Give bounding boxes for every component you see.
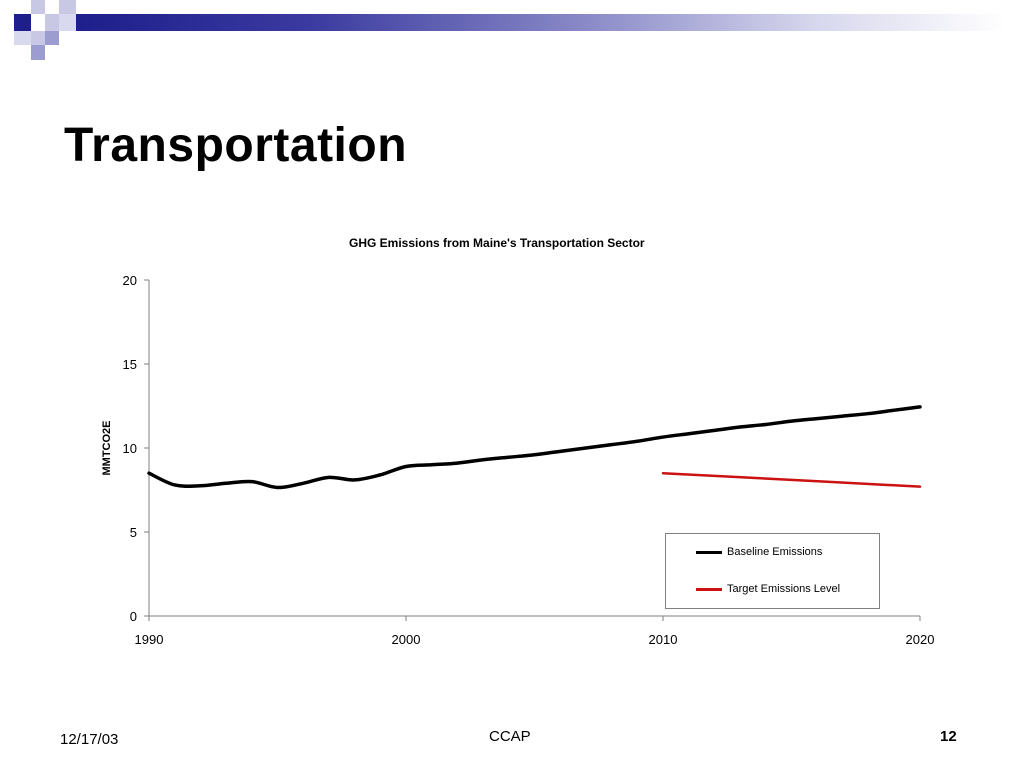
footer-date: 12/17/03: [60, 731, 119, 748]
deco-square: [31, 31, 45, 45]
legend-label-target: Target Emissions Level: [727, 583, 841, 595]
chart-title: GHG Emissions from Maine's Transportatio…: [349, 236, 645, 250]
x-tick-label: 2000: [392, 632, 421, 647]
chart-legend: Baseline Emissions Target Emissions Leve…: [665, 533, 880, 609]
y-tick-label: 10: [123, 441, 137, 456]
legend-swatch-target: [696, 587, 722, 591]
deco-square: [59, 14, 76, 31]
deco-square: [31, 45, 45, 60]
line-chart: 0 5 10 15 20 1990 2000 2010 2020 MMTCO2E: [101, 273, 934, 647]
legend-item-target: Target Emissions Level: [696, 583, 840, 595]
deco-square: [59, 0, 76, 14]
series-line-target: [661, 471, 922, 488]
y-axis-label: MMTCO2E: [101, 421, 113, 476]
chart-series: [147, 405, 922, 490]
title-gradient-bar: [76, 14, 1006, 31]
legend-swatch-baseline: [696, 550, 722, 554]
deco-square: [45, 14, 59, 31]
legend-label-baseline: Baseline Emissions: [727, 546, 823, 558]
deco-square: [14, 31, 31, 45]
header-decoration: [0, 0, 1024, 70]
slide-title: Transportation: [64, 119, 408, 172]
deco-square: [14, 14, 31, 31]
series-line-baseline: [147, 405, 922, 490]
y-tick-label: 15: [123, 357, 137, 372]
deco-square: [31, 0, 45, 14]
footer-org: CCAP: [489, 728, 531, 745]
y-tick-label: 0: [130, 609, 137, 624]
y-tick-label: 20: [123, 273, 137, 288]
deco-square: [45, 31, 59, 45]
x-tick-label: 1990: [135, 632, 164, 647]
page-number: 12: [940, 728, 957, 745]
chart-axes: 0 5 10 15 20 1990 2000 2010 2020 MMTCO2E: [101, 273, 934, 647]
x-tick-label: 2010: [649, 632, 678, 647]
legend-item-baseline: Baseline Emissions: [696, 546, 822, 558]
y-tick-label: 5: [130, 525, 137, 540]
x-tick-label: 2020: [906, 632, 935, 647]
